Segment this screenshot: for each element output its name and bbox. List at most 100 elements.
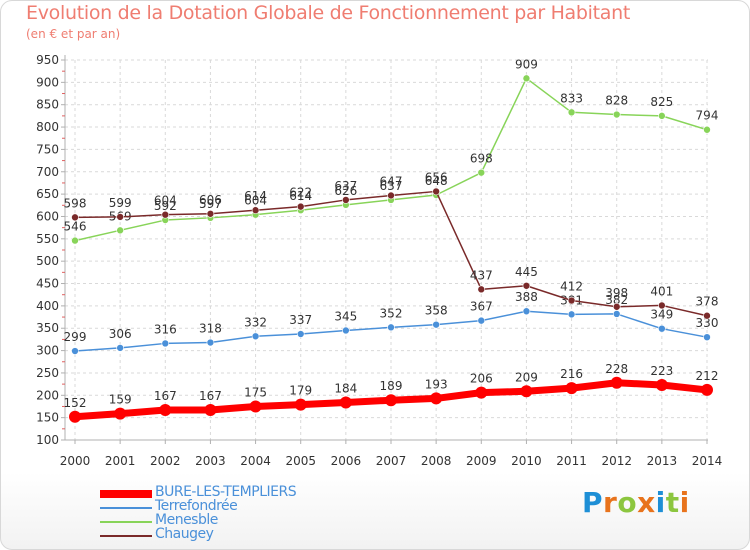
x-tick-label: 2006	[331, 454, 362, 468]
legend-label: Menesble	[155, 512, 218, 528]
x-tick-label: 2008	[421, 454, 452, 468]
data-point	[477, 168, 486, 177]
data-label: 299	[64, 330, 87, 344]
proxiti-logo: Proxiti	[582, 486, 690, 519]
data-label: 626	[334, 184, 357, 198]
data-point	[206, 338, 215, 347]
legend-item: BURE-LES-TEMPLIERS	[100, 484, 360, 501]
data-label: 316	[154, 322, 177, 336]
data-point	[658, 112, 666, 120]
data-label: 648	[425, 174, 448, 188]
y-tick-label: 500	[36, 254, 59, 268]
data-label: 637	[380, 179, 403, 193]
data-label: 604	[244, 194, 267, 208]
data-label: 825	[650, 95, 673, 109]
data-label: 358	[425, 304, 448, 318]
data-point	[612, 310, 621, 318]
data-label: 698	[470, 152, 493, 166]
data-label: 606	[199, 193, 222, 207]
chart-title: Evolution de la Dotation Globale de Fonc…	[26, 2, 631, 24]
data-label: 337	[289, 313, 312, 327]
x-tick-label: 2002	[150, 454, 181, 468]
legend-label: Terrefondrée	[155, 498, 238, 514]
data-point	[251, 206, 260, 215]
logo-letter: o	[617, 486, 638, 519]
logo-letter: r	[603, 486, 618, 519]
logo-letter: i	[655, 486, 666, 519]
data-label: 599	[109, 196, 132, 210]
legend-swatch	[100, 507, 152, 509]
x-tick-label: 2009	[466, 454, 497, 468]
data-label: 412	[560, 280, 583, 294]
data-label: 212	[696, 369, 719, 383]
legend-swatch	[100, 535, 152, 537]
y-tick-label: 250	[36, 366, 59, 380]
y-tick-label: 450	[36, 277, 59, 291]
data-point	[475, 386, 488, 399]
data-point	[116, 226, 124, 235]
data-point	[71, 236, 79, 245]
data-label: 614	[244, 189, 267, 203]
data-label: 597	[199, 197, 222, 211]
x-tick-label: 2010	[511, 454, 542, 468]
y-tick-label: 950	[36, 53, 59, 67]
data-point	[385, 394, 397, 407]
data-label: 184	[334, 381, 357, 395]
data-point	[612, 302, 621, 311]
data-label: 193	[425, 377, 448, 391]
data-label: 159	[109, 393, 132, 407]
data-label: 352	[380, 306, 403, 320]
data-point	[567, 108, 576, 117]
data-label: 223	[650, 364, 673, 378]
data-point	[249, 400, 262, 413]
data-label: 179	[289, 384, 312, 398]
data-label: 604	[154, 194, 177, 208]
x-tick-label: 2003	[195, 454, 226, 468]
data-label: 167	[199, 389, 222, 403]
data-point	[701, 383, 713, 396]
y-tick-label: 300	[36, 344, 59, 358]
data-point	[342, 196, 350, 204]
x-tick-labels: 2000 2001 2002 2003 2004 2005 2006 2007 2008 2009…	[60, 440, 722, 468]
legend-swatch	[100, 521, 152, 523]
data-label: 398	[605, 286, 628, 300]
data-label: 167	[154, 389, 177, 403]
legend-label: Chaugey	[155, 526, 214, 542]
legend-label: BURE-LES-TEMPLIERS	[155, 484, 297, 500]
data-label: 909	[515, 57, 538, 71]
data-point	[116, 344, 124, 352]
data-label: 189	[380, 379, 403, 393]
data-point	[430, 392, 443, 405]
data-point	[477, 316, 486, 325]
data-label: 306	[109, 327, 132, 341]
data-point	[161, 210, 170, 219]
data-label: 388	[515, 290, 538, 304]
data-label: 647	[380, 174, 403, 188]
data-point	[432, 187, 440, 196]
y-tick-label: 900	[36, 75, 59, 89]
data-label: 445	[515, 265, 538, 279]
data-label: 349	[650, 308, 673, 322]
data-point	[567, 310, 576, 319]
data-point	[703, 125, 711, 134]
data-label: 332	[244, 315, 267, 329]
data-point	[612, 110, 621, 119]
data-point	[69, 410, 81, 423]
data-label: 345	[334, 309, 357, 323]
data-point	[520, 385, 533, 398]
data-point	[387, 323, 395, 332]
data-point	[71, 347, 79, 355]
data-point	[522, 74, 531, 83]
data-point	[296, 330, 305, 338]
data-label: 330	[696, 316, 719, 330]
data-label: 598	[64, 196, 87, 210]
data-label: 216	[560, 367, 583, 381]
data-label: 592	[154, 199, 177, 213]
data-label: 152	[64, 396, 87, 410]
y-tick-label: 150	[36, 411, 59, 425]
x-tick-label: 2001	[105, 454, 136, 468]
x-tick-label: 2012	[601, 454, 632, 468]
data-point	[204, 404, 217, 417]
